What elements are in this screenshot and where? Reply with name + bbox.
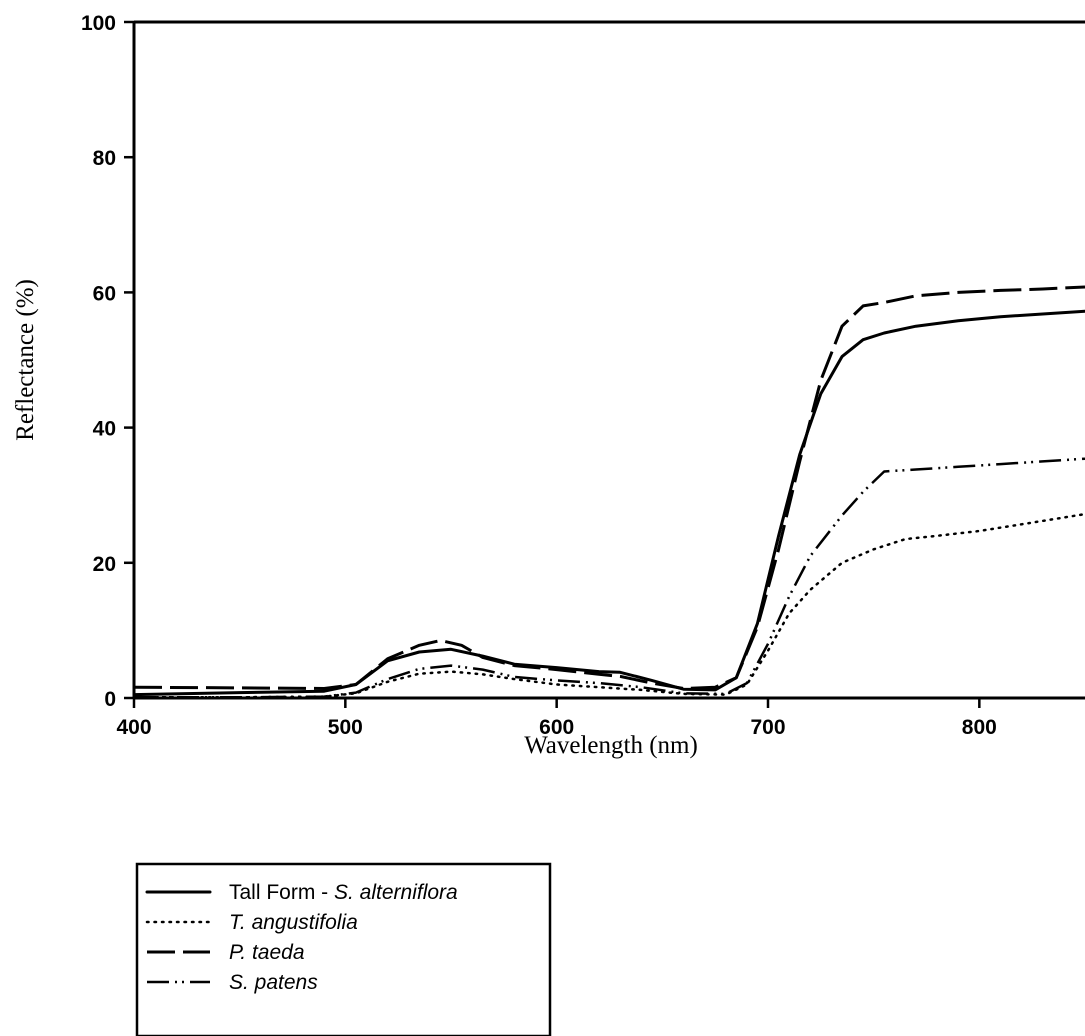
x-axis-title: Wavelength (nm) <box>524 732 698 759</box>
legend-label: P. taeda <box>229 941 305 964</box>
y-tick-label: 40 <box>93 418 116 441</box>
y-tick-label: 100 <box>81 12 116 35</box>
legend: Tall Form - S. alterniflora T. angustifol… <box>135 862 552 1036</box>
axes <box>132 20 1085 700</box>
x-tick-label: 700 <box>750 716 785 739</box>
series-line <box>132 512 1085 699</box>
plot-lines <box>132 285 1085 699</box>
series-line <box>133 285 1085 690</box>
legend-label: S. patens <box>229 971 318 994</box>
y-tick-label: 0 <box>104 688 116 711</box>
series-line <box>134 457 1085 699</box>
y-axis-title: Reflectance (%) <box>12 279 39 441</box>
legend-label: T. angustifolia <box>229 911 358 934</box>
y-tick-label: 20 <box>93 553 116 576</box>
ticks: 0 20 40 60 80 100 400 500 600 700 800 <box>81 12 997 739</box>
legend-box <box>135 862 552 1036</box>
x-tick-label: 800 <box>962 716 997 739</box>
legend-label: Tall Form - S. alterniflora <box>229 881 458 904</box>
x-tick-label: 500 <box>328 716 363 739</box>
y-tick-label: 80 <box>93 147 116 170</box>
y-tick-label: 60 <box>93 282 116 305</box>
legend-entries: Tall Form - S. alterniflora T. angustifol… <box>145 881 458 994</box>
series-line <box>132 309 1085 697</box>
x-tick-label: 600 <box>539 716 574 739</box>
x-tick-label: 400 <box>116 716 151 739</box>
